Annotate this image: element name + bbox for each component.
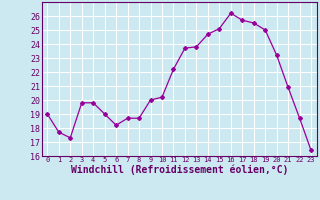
- X-axis label: Windchill (Refroidissement éolien,°C): Windchill (Refroidissement éolien,°C): [70, 165, 288, 175]
